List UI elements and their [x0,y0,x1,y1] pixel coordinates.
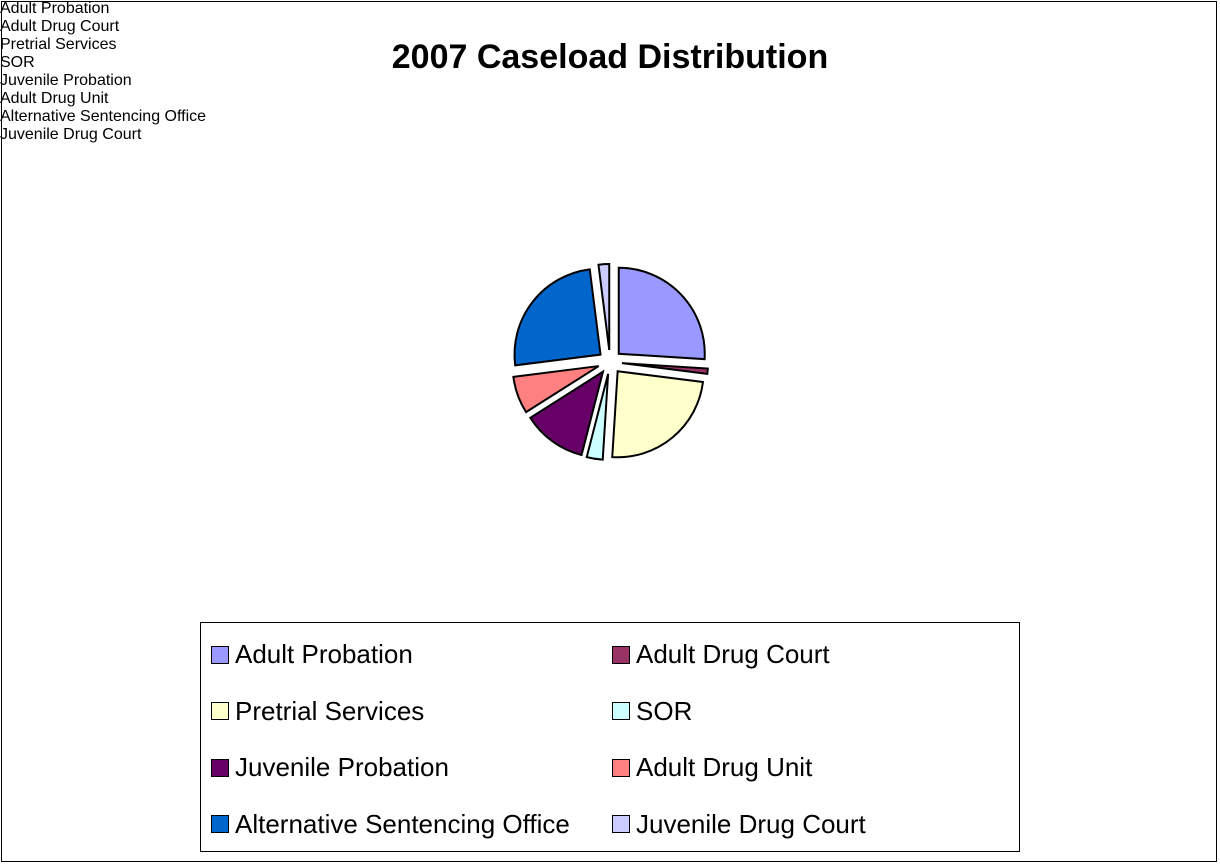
pie-slice [611,370,705,459]
data-label: Adult Probation [0,0,110,17]
pie-slice [585,373,610,461]
legend-item: Pretrial Services [211,696,424,727]
data-label: Pretrial Services [0,36,117,53]
legend-swatch [612,815,630,833]
legend-item: Juvenile Drug Court [612,809,866,840]
data-label: Juvenile Probation [0,72,132,89]
legend-label: Adult Drug Court [636,639,830,669]
legend-label: Alternative Sentencing Office [235,808,570,839]
pie-slice [513,268,602,367]
legend-swatch [612,758,630,777]
data-label: Juvenile Drug Court [0,126,142,143]
legend-swatch [612,702,630,720]
legend-label: SOR [636,695,693,726]
legend-item: Adult Drug Court [612,639,830,670]
pie-slice [528,369,605,457]
legend-swatch [211,645,229,664]
legend-item: Adult Probation [211,639,413,670]
legend-swatch [211,815,229,833]
data-label: Adult Drug Court [0,18,120,35]
pie-slice [621,362,709,376]
legend-label: Juvenile Drug Court [636,808,866,839]
legend-label: Adult Probation [235,639,413,669]
legend-swatch [612,645,630,664]
legend-label: Pretrial Services [235,695,425,726]
legend-swatch [211,702,229,720]
data-label: SOR [0,54,35,71]
legend-swatch [211,758,229,777]
legend-item: Alternative Sentencing Office [211,809,570,840]
data-label: Alternative Sentencing Office [0,108,207,125]
legend: Adult Probation Adult Drug Court Pretrial … [200,622,1020,852]
legend-item: SOR [612,696,692,727]
legend-label: Adult Drug Unit [636,752,813,782]
data-label: Adult Drug Unit [0,90,109,107]
legend-label: Juvenile Probation [235,752,449,782]
legend-item: Juvenile Probation [211,752,449,783]
pie-slice [617,266,706,361]
chart-title: 2007 Caseload Distribution [391,38,829,76]
pie-slice [512,365,600,414]
legend-item: Adult Drug Unit [612,752,812,783]
pie-slice [597,263,611,351]
